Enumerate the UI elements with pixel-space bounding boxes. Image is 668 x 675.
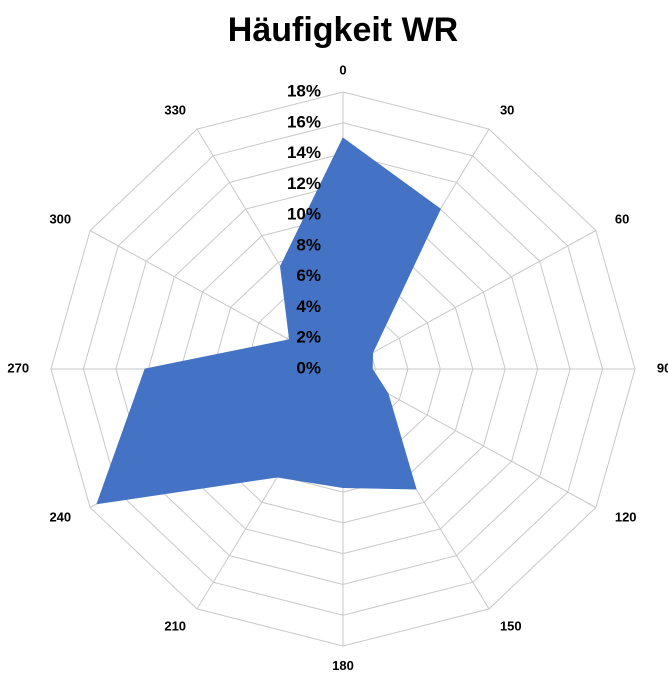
- y-tick-label: 4%: [296, 297, 321, 316]
- y-tick-label: 10%: [287, 205, 321, 224]
- y-tick-label: 6%: [296, 266, 321, 285]
- y-tick-label: 8%: [296, 235, 321, 254]
- spoke: [342, 230, 597, 370]
- category-label: 180: [332, 658, 354, 673]
- category-label: 30: [500, 103, 514, 118]
- category-label: 0: [339, 63, 346, 78]
- category-label: 210: [164, 618, 186, 633]
- category-label: 120: [615, 509, 637, 524]
- category-label: 330: [164, 103, 186, 118]
- chart-title: Häufigkeit WR: [228, 11, 458, 49]
- y-tick-label: 12%: [287, 174, 321, 193]
- category-label: 90: [657, 360, 668, 375]
- category-label: 60: [615, 212, 629, 227]
- category-label: 150: [500, 618, 522, 633]
- y-tick-label: 18%: [287, 81, 321, 100]
- series-area: [96, 137, 441, 505]
- y-tick-label: 14%: [287, 143, 321, 162]
- y-tick-label: 16%: [287, 112, 321, 131]
- y-tick-label: 0%: [296, 358, 321, 377]
- category-label: 300: [49, 212, 71, 227]
- category-label: 270: [7, 360, 29, 375]
- y-tick-label: 2%: [296, 328, 321, 347]
- category-label: 240: [49, 509, 71, 524]
